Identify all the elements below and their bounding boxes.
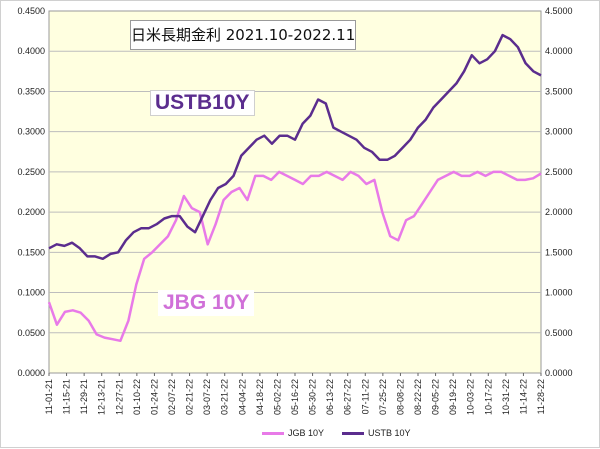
series-layer: [47, 33, 542, 343]
x-tick-label: 06-13-22: [325, 379, 335, 415]
x-axis: 11-01-21 11-15-21 11-29-21 12-13-21 12-27-21…: [44, 373, 546, 415]
x-tick-label: 01-10-22: [132, 379, 142, 415]
y-right-tick-label: 1.5000: [545, 247, 573, 257]
x-tick-label: 05-16-22: [290, 379, 300, 415]
series-line-ustb: [48, 33, 542, 261]
x-tick-label: 08-22-22: [413, 379, 423, 415]
legend-item-jgb: JGB 10Y: [262, 428, 324, 438]
y-right-tick-label: 2.5000: [545, 167, 573, 177]
y-left-tick-label: 0.3500: [17, 86, 45, 96]
gridlines: [49, 50, 541, 334]
x-tick-label: 10-31-22: [501, 379, 511, 415]
legend: JGB 10Y USTB 10Y: [262, 428, 411, 438]
x-tick-label: 06-27-22: [343, 379, 353, 415]
ustb-annotation: USTB10Y: [150, 90, 255, 116]
x-tick-label: 03-07-22: [202, 379, 212, 415]
x-tick-label: 11-14-22: [518, 379, 528, 414]
x-tick-label: 07-11-22: [360, 379, 370, 414]
y-right-tick-label: 3.0000: [545, 127, 573, 137]
legend-swatch-jgb: [262, 431, 284, 435]
y-left-tick-label: 0.1000: [17, 288, 45, 298]
y-left-tick-label: 0.4000: [17, 46, 45, 56]
y-right-tick-label: 0.0000: [545, 368, 573, 378]
x-tick-label: 04-18-22: [255, 379, 265, 415]
legend-label-ustb: USTB 10Y: [368, 428, 411, 438]
x-tick-label: 09-05-22: [431, 379, 441, 415]
y-right-tick-label: 0.5000: [545, 328, 573, 338]
chart-title: 日米長期金利 2021.10-2022.11: [130, 20, 356, 50]
x-tick-label: 02-21-22: [185, 379, 195, 415]
x-tick-label: 11-01-21: [44, 379, 54, 414]
x-tick-label: 02-07-22: [167, 379, 177, 415]
y-left-tick-label: 0.0000: [17, 368, 45, 378]
y-left-tick-label: 0.0500: [17, 328, 45, 338]
y-left-tick-label: 0.4500: [17, 6, 45, 16]
x-tick-label: 05-02-22: [272, 379, 282, 415]
x-tick-label: 10-03-22: [466, 379, 476, 415]
x-tick-label: 11-15-21: [62, 379, 72, 414]
y-left-tick-label: 0.3000: [17, 127, 45, 137]
x-tick-label: 05-30-22: [308, 379, 318, 415]
x-tick-label: 04-04-22: [237, 379, 247, 415]
y-right-tick-label: 4.5000: [545, 6, 573, 16]
x-tick-label: 07-25-22: [378, 379, 388, 415]
jbg-annotation: JBG 10Y: [158, 290, 255, 316]
y-axis-right: 0.0000 0.5000 1.0000 1.5000 2.0000 2.5000 3.00…: [545, 6, 573, 378]
y-right-tick-label: 4.0000: [545, 46, 573, 56]
y-left-tick-label: 0.2500: [17, 167, 45, 177]
x-tick-label: 12-13-21: [97, 379, 107, 415]
y-left-tick-label: 0.1500: [17, 247, 45, 257]
x-tick-label: 11-28-22: [536, 379, 546, 414]
y-right-tick-label: 2.0000: [545, 207, 573, 217]
y-right-tick-label: 3.5000: [545, 86, 573, 96]
x-tick-label: 09-19-22: [448, 379, 458, 415]
x-tick-label: 12-27-21: [114, 379, 124, 415]
x-tick-label: 10-17-22: [483, 379, 493, 415]
x-tick-label: 11-29-21: [79, 379, 89, 414]
x-tick-label: 08-08-22: [395, 379, 405, 415]
x-tick-label: 01-24-22: [149, 379, 159, 415]
x-tick-label: 03-21-22: [220, 379, 230, 415]
y-left-tick-label: 0.2000: [17, 207, 45, 217]
legend-swatch-ustb: [342, 431, 365, 435]
legend-label-jgb: JGB 10Y: [288, 428, 325, 438]
series-line-jgb: [47, 170, 542, 343]
y-axis-left: 0.0000 0.0500 0.1000 0.1500 0.2000 0.2500 0.30…: [17, 6, 45, 378]
y-right-tick-label: 1.0000: [545, 288, 573, 298]
legend-item-ustb: USTB 10Y: [342, 428, 411, 438]
